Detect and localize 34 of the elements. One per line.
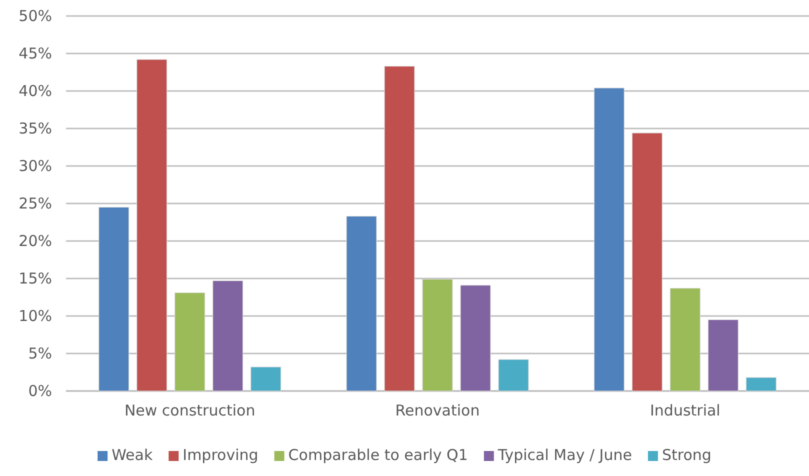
bar [594,88,624,392]
legend-label: Weak [112,446,153,464]
bar [212,280,244,392]
y-tick-label: 25% [18,194,52,212]
bar [422,278,453,392]
bar [498,359,529,392]
bar [174,292,206,392]
y-tick-label: 20% [18,232,52,250]
x-tick-label: Industrial [650,402,720,420]
y-tick-label: 50% [18,6,52,25]
legend-label: Comparable to early Q1 [288,446,468,464]
bar [98,206,130,392]
bar [632,132,662,392]
y-tick-label: 35% [18,119,52,138]
x-tick-label: Renovation [395,402,480,420]
bar [250,366,282,392]
y-tick-label: 0% [28,382,52,400]
x-tick-label: New construction [124,402,256,420]
y-tick-label: 15% [18,269,52,288]
bar [384,66,415,392]
bar [670,288,700,392]
bar [708,319,738,392]
y-tick-label: 30% [18,156,52,175]
y-tick-label: 40% [18,82,52,100]
bar [346,216,377,392]
legend-label: Strong [662,446,712,464]
y-tick-label: 10% [18,306,52,325]
bar [136,59,168,392]
y-tick-label: 5% [28,344,52,362]
legend-label: Improving [182,446,258,464]
legend-label: Typical May / June [496,446,632,464]
bar [746,377,776,392]
y-tick-label: 45% [18,44,52,62]
bar [460,284,491,392]
